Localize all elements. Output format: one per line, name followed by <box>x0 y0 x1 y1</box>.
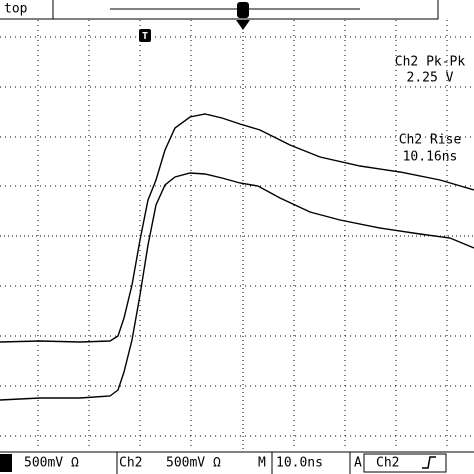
top-bar: T top <box>0 0 439 42</box>
trace-2 <box>0 172 474 401</box>
time-prefix: M <box>258 456 266 471</box>
measure-name: Ch2 Pk-Pk <box>395 55 466 70</box>
ch1-scale: 500mV Ω <box>24 456 79 471</box>
status-bar: 500mV Ω Ch2 500mV Ω M 10.0ns A Ch2 <box>0 451 474 474</box>
time-scale: 10.0ns <box>276 456 323 471</box>
measure-value: 2.25 V <box>407 71 454 86</box>
svg-text:T: T <box>142 31 148 42</box>
trace-1 <box>0 113 474 343</box>
ch2-label: Ch2 <box>119 456 142 471</box>
trigger-prefix: A <box>354 456 362 471</box>
ch2-scale: 500mV Ω <box>166 456 221 471</box>
header-label: top <box>4 2 28 17</box>
measure-value: 10.16ns <box>403 150 458 165</box>
graticule <box>0 20 474 450</box>
trigger-source: Ch2 <box>376 456 399 471</box>
measure-name: Ch2 Rise <box>399 133 462 148</box>
